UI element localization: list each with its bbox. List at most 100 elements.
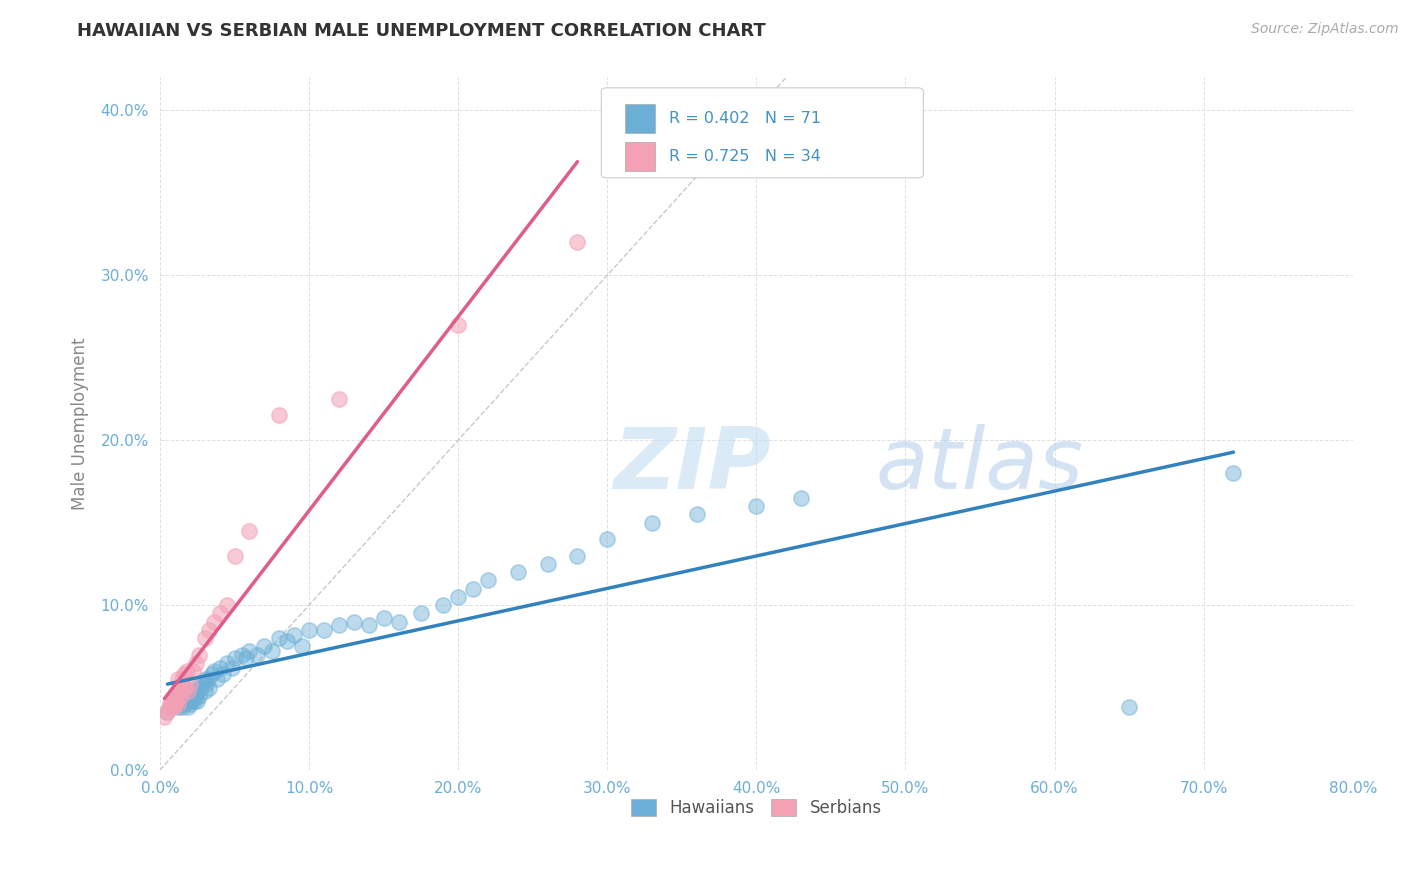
Point: [184, 656, 207, 670]
Point: [447, 590, 470, 604]
Point: [202, 664, 225, 678]
Point: [343, 615, 366, 629]
Point: [197, 673, 219, 687]
Text: Source: ZipAtlas.com: Source: ZipAtlas.com: [1251, 22, 1399, 37]
Point: [184, 689, 207, 703]
Point: [166, 697, 188, 711]
Point: [1222, 466, 1244, 480]
Point: [180, 694, 202, 708]
Point: [238, 644, 260, 658]
Point: [198, 681, 221, 695]
Point: [269, 631, 291, 645]
Point: [567, 235, 589, 250]
Point: [1118, 700, 1140, 714]
Point: [328, 618, 350, 632]
Point: [641, 516, 664, 530]
FancyBboxPatch shape: [626, 142, 655, 171]
Point: [162, 700, 184, 714]
Point: [188, 681, 211, 695]
Point: [184, 681, 207, 695]
Point: [186, 683, 208, 698]
Y-axis label: Male Unemployment: Male Unemployment: [72, 337, 89, 510]
Text: R = 0.402   N = 71: R = 0.402 N = 71: [669, 111, 821, 126]
Point: [177, 683, 200, 698]
Point: [235, 651, 257, 665]
Point: [174, 681, 197, 695]
Point: [283, 628, 305, 642]
Point: [181, 683, 204, 698]
Text: ZIP: ZIP: [613, 424, 770, 507]
Point: [163, 694, 186, 708]
Point: [276, 634, 298, 648]
Point: [260, 644, 283, 658]
Point: [215, 598, 238, 612]
Text: atlas: atlas: [876, 424, 1084, 507]
FancyBboxPatch shape: [626, 103, 655, 133]
FancyBboxPatch shape: [602, 87, 924, 178]
Point: [172, 683, 194, 698]
Point: [179, 677, 201, 691]
Point: [596, 532, 619, 546]
Point: [179, 697, 201, 711]
Legend: Hawaiians, Serbians: Hawaiians, Serbians: [624, 792, 889, 824]
Point: [409, 607, 432, 621]
Point: [160, 694, 183, 708]
Point: [224, 651, 246, 665]
Point: [177, 700, 200, 714]
Point: [181, 689, 204, 703]
Point: [174, 697, 197, 711]
Point: [176, 664, 198, 678]
Point: [269, 409, 291, 423]
Point: [477, 574, 499, 588]
Point: [387, 615, 409, 629]
Point: [373, 611, 395, 625]
Point: [169, 681, 191, 695]
Point: [298, 623, 321, 637]
Point: [231, 648, 253, 662]
Point: [211, 667, 233, 681]
Point: [328, 392, 350, 406]
Point: [790, 491, 813, 505]
Point: [156, 706, 179, 720]
Point: [205, 673, 228, 687]
Point: [166, 689, 188, 703]
Point: [173, 694, 195, 708]
Point: [190, 677, 212, 691]
Point: [183, 694, 205, 708]
Text: R = 0.725   N = 34: R = 0.725 N = 34: [669, 149, 821, 164]
Point: [208, 607, 231, 621]
Point: [506, 565, 529, 579]
Point: [172, 700, 194, 714]
Point: [157, 700, 180, 714]
Point: [221, 661, 243, 675]
Point: [163, 697, 186, 711]
Point: [432, 598, 454, 612]
Point: [166, 700, 188, 714]
Point: [166, 673, 188, 687]
Text: HAWAIIAN VS SERBIAN MALE UNEMPLOYMENT CORRELATION CHART: HAWAIIAN VS SERBIAN MALE UNEMPLOYMENT CO…: [77, 22, 766, 40]
Point: [357, 618, 380, 632]
Point: [202, 615, 225, 629]
Point: [179, 689, 201, 703]
Point: [153, 710, 176, 724]
Point: [186, 694, 208, 708]
Point: [215, 656, 238, 670]
Point: [198, 623, 221, 637]
Point: [170, 689, 193, 703]
Point: [165, 694, 187, 708]
Point: [160, 697, 183, 711]
Point: [447, 318, 470, 332]
Point: [291, 640, 314, 654]
Point: [176, 689, 198, 703]
Point: [187, 648, 209, 662]
Point: [246, 648, 269, 662]
Point: [238, 524, 260, 538]
Point: [253, 640, 276, 654]
Point: [194, 683, 217, 698]
Point: [208, 661, 231, 675]
Point: [172, 673, 194, 687]
Point: [312, 623, 335, 637]
Point: [181, 664, 204, 678]
Point: [170, 697, 193, 711]
Point: [686, 508, 709, 522]
